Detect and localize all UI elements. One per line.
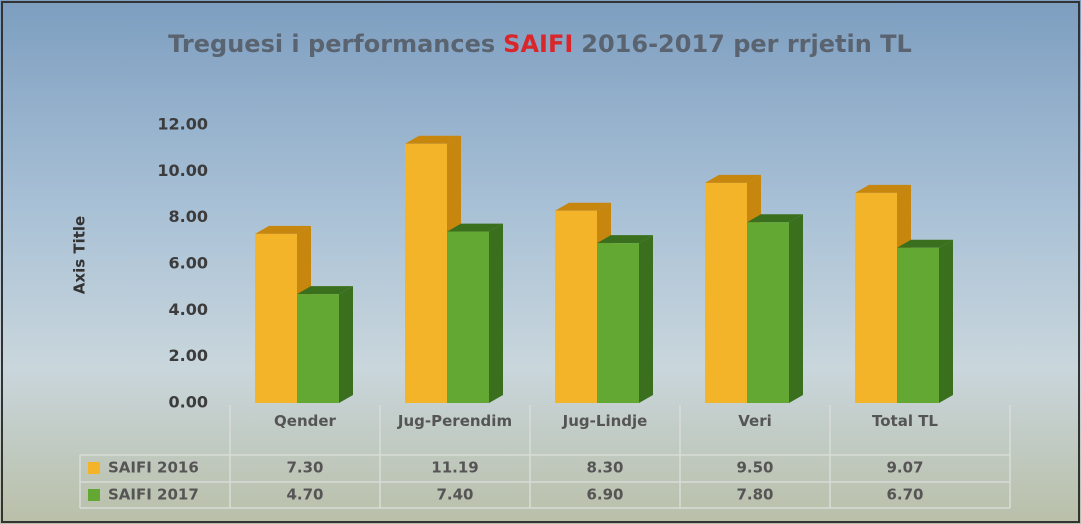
table-value: 11.19 [431, 459, 478, 477]
legend-label: SAIFI 2016 [108, 459, 199, 477]
legend-swatch [88, 489, 100, 501]
table-value: 7.30 [286, 459, 323, 477]
x-tick-label: Veri [738, 412, 772, 430]
bar-top [597, 235, 653, 244]
y-tick-label: 10.00 [157, 161, 208, 180]
bar [405, 143, 447, 403]
table-value: 9.50 [736, 459, 773, 477]
table-lines [79, 405, 1011, 509]
table-value: 7.40 [436, 486, 473, 504]
bar [855, 192, 897, 403]
y-tick-label: 2.00 [169, 346, 208, 365]
legend-label: SAIFI 2017 [108, 486, 199, 504]
y-tick-label: 12.00 [157, 115, 208, 134]
table-value: 6.90 [586, 486, 623, 504]
table-value: 7.80 [736, 486, 773, 504]
bar-top [747, 214, 803, 223]
title-end: 2016-2017 per rrjetin TL [581, 30, 912, 58]
table-value: 6.70 [886, 486, 923, 504]
bar [255, 233, 297, 403]
bar-top [855, 184, 911, 193]
bar-top [447, 223, 503, 232]
bar [555, 210, 597, 403]
bar-side [639, 235, 653, 403]
bar-top [297, 286, 353, 295]
chart-title: Treguesi i performances SAIFI 2016-2017 pe… [168, 30, 912, 58]
table-value: 8.30 [586, 459, 623, 477]
bar-top [897, 239, 953, 248]
bar [447, 231, 489, 403]
bar-side [789, 214, 803, 403]
bar [597, 243, 639, 403]
bar-side [489, 223, 503, 403]
y-tick-label: 8.00 [169, 207, 208, 226]
y-tick-label: 0.00 [169, 393, 208, 412]
x-tick-label: Jug-Perendim [397, 412, 513, 430]
bar-side [939, 239, 953, 403]
legend-swatch [88, 462, 100, 474]
bar-side [339, 286, 353, 403]
bar [705, 182, 747, 403]
bar-top [555, 202, 611, 211]
y-tick-label: 6.00 [169, 254, 208, 273]
bar-top [405, 135, 461, 144]
title-start: Treguesi i performances [168, 30, 495, 58]
bar [897, 247, 939, 403]
bar [747, 222, 789, 403]
y-axis-title: Axis Title [71, 216, 89, 294]
bar-top [705, 174, 761, 183]
table-value: 9.07 [886, 459, 923, 477]
x-tick-label: Total TL [872, 412, 938, 430]
bar-top [255, 225, 311, 234]
title-highlight: SAIFI [503, 30, 573, 58]
x-tick-label: Jug-Lindje [562, 412, 648, 430]
bar [297, 294, 339, 403]
x-tick-label: Qender [274, 412, 336, 430]
table-value: 4.70 [286, 486, 323, 504]
y-tick-label: 4.00 [169, 300, 208, 319]
